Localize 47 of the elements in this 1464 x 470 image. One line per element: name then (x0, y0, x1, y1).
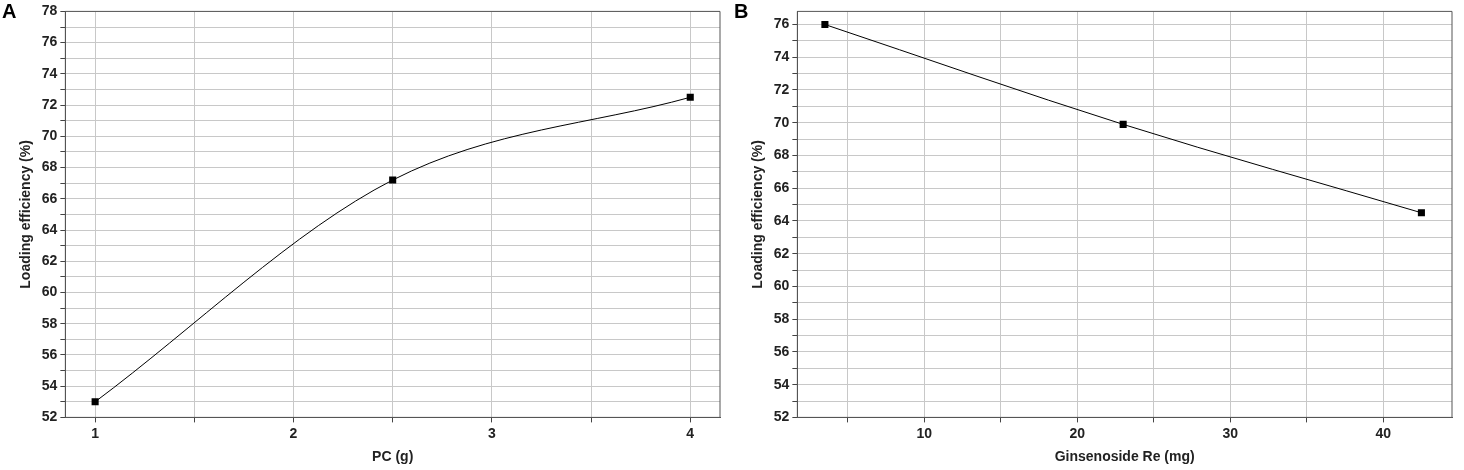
y-tick-label: 62 (41, 252, 58, 269)
x-axis-title: PC (g) (372, 448, 414, 465)
chart-title: B (734, 0, 749, 23)
point (1119, 120, 1127, 128)
x-tick-label: 2 (289, 424, 298, 441)
x-axis-title: Ginsenoside Re (mg) (1054, 448, 1195, 465)
y-axis-title: Loading efficiency (%) (749, 140, 766, 289)
x-tick-label: 3 (487, 424, 496, 441)
point (91, 398, 99, 406)
y-tick-label: 58 (41, 314, 58, 331)
x-tick-label: 30 (1222, 424, 1239, 441)
x-tick-label: 1 (91, 424, 100, 441)
y-tick-label: 72 (41, 95, 58, 112)
y-tick-label: 54 (773, 375, 790, 392)
point (686, 93, 694, 101)
y-tick-label: 66 (41, 189, 58, 206)
y-tick-label: 66 (773, 179, 790, 196)
y-tick-label: 68 (773, 146, 790, 163)
y-tick-label: 52 (773, 408, 790, 425)
y-tick-label: 52 (41, 408, 58, 425)
y-tick-label: 60 (773, 277, 790, 294)
point (1417, 209, 1425, 217)
y-tick-label: 64 (41, 220, 58, 237)
y-tick-label: 70 (41, 127, 58, 144)
x-tick-label: 10 (916, 424, 933, 441)
y-tick-label: 74 (41, 64, 58, 81)
x-tick-label: 4 (686, 424, 695, 441)
x-tick-label: 20 (1069, 424, 1086, 441)
point (389, 176, 397, 184)
y-tick-label: 56 (773, 342, 790, 359)
y-tick-label: 68 (41, 158, 58, 175)
y-tick-label: 54 (41, 377, 58, 394)
y-tick-label: 78 (41, 2, 58, 19)
y-tick-label: 76 (773, 15, 790, 32)
y-tick-label: 74 (773, 48, 790, 65)
y-tick-label: 64 (773, 211, 790, 228)
y-tick-label: 70 (773, 113, 790, 130)
y-axis-title: Loading efficiency (%) (17, 140, 34, 289)
y-tick-label: 72 (773, 80, 790, 97)
y-tick-label: 58 (773, 310, 790, 327)
x-tick-label: 40 (1375, 424, 1392, 441)
chart-title: A (2, 0, 17, 23)
y-tick-label: 60 (41, 283, 58, 300)
y-tick-label: 76 (41, 33, 58, 50)
point (821, 20, 829, 29)
y-tick-label: 62 (773, 244, 790, 261)
y-tick-label: 56 (41, 345, 58, 362)
